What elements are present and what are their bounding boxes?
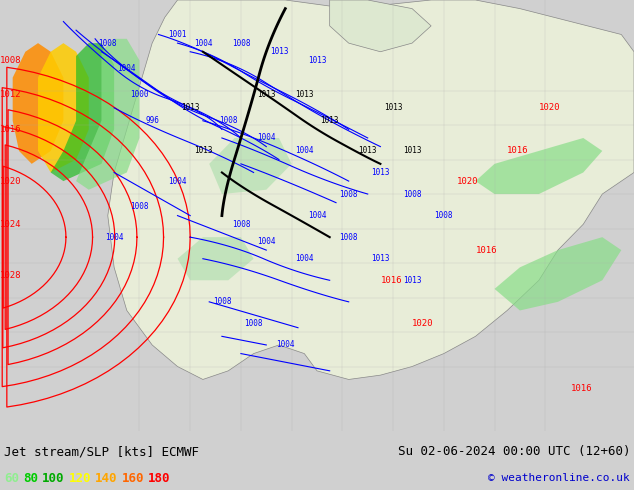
Text: 1004: 1004 <box>257 133 276 143</box>
Text: 1008: 1008 <box>244 319 263 328</box>
Text: 1024: 1024 <box>0 220 22 229</box>
Text: 1008: 1008 <box>0 56 22 65</box>
Text: 1004: 1004 <box>295 147 314 155</box>
Polygon shape <box>108 0 634 379</box>
Text: 1001: 1001 <box>168 30 187 39</box>
Text: 1013: 1013 <box>384 103 403 112</box>
Text: 1008: 1008 <box>212 297 231 306</box>
Text: 1004: 1004 <box>295 254 314 263</box>
Text: 1016: 1016 <box>380 276 402 285</box>
Text: 1013: 1013 <box>193 147 212 155</box>
Text: 1004: 1004 <box>307 211 327 220</box>
Text: 1020: 1020 <box>412 319 434 328</box>
Text: 1008: 1008 <box>403 190 422 198</box>
Text: 1013: 1013 <box>403 147 422 155</box>
Text: 1008: 1008 <box>219 116 238 125</box>
Text: 1008: 1008 <box>231 220 250 229</box>
Polygon shape <box>76 39 139 190</box>
Text: 80: 80 <box>23 471 38 485</box>
Text: 1004: 1004 <box>276 341 295 349</box>
Text: 1004: 1004 <box>193 39 212 48</box>
Text: 1004: 1004 <box>117 65 136 74</box>
Text: 1013: 1013 <box>307 56 327 65</box>
Text: 180: 180 <box>148 471 171 485</box>
Polygon shape <box>495 237 621 311</box>
Text: 1008: 1008 <box>339 233 358 242</box>
Text: 1004: 1004 <box>257 237 276 246</box>
Text: Su 02-06-2024 00:00 UTC (12+60): Su 02-06-2024 00:00 UTC (12+60) <box>398 445 630 458</box>
Text: 120: 120 <box>68 471 91 485</box>
Text: 1012: 1012 <box>0 90 22 99</box>
Text: 1016: 1016 <box>507 147 529 155</box>
Text: 1020: 1020 <box>0 176 22 186</box>
Text: 1016: 1016 <box>0 125 22 134</box>
Text: 1013: 1013 <box>269 47 288 56</box>
Text: 1013: 1013 <box>403 276 422 285</box>
Text: 1013: 1013 <box>371 254 390 263</box>
Text: 1020: 1020 <box>539 103 560 112</box>
Text: Jet stream/SLP [kts] ECMWF: Jet stream/SLP [kts] ECMWF <box>4 445 199 458</box>
Text: 100: 100 <box>42 471 65 485</box>
Text: 1028: 1028 <box>0 271 22 280</box>
Polygon shape <box>13 43 63 164</box>
Polygon shape <box>209 138 292 194</box>
Text: 1016: 1016 <box>476 245 497 255</box>
Polygon shape <box>330 0 431 52</box>
Text: 1013: 1013 <box>358 147 377 155</box>
Text: © weatheronline.co.uk: © weatheronline.co.uk <box>488 473 630 483</box>
Text: 1008: 1008 <box>98 39 117 48</box>
Text: 1013: 1013 <box>181 103 200 112</box>
Text: 1008: 1008 <box>339 190 358 198</box>
Text: 996: 996 <box>145 116 159 125</box>
Text: 1008: 1008 <box>434 211 453 220</box>
Polygon shape <box>38 43 89 172</box>
Polygon shape <box>51 43 114 181</box>
Text: 160: 160 <box>122 471 144 485</box>
Text: 1020: 1020 <box>456 176 478 186</box>
Text: 1008: 1008 <box>130 202 149 212</box>
Text: 1000: 1000 <box>130 90 149 99</box>
Text: 140: 140 <box>95 471 117 485</box>
Text: 1008: 1008 <box>231 39 250 48</box>
Text: 1004: 1004 <box>168 176 187 186</box>
Text: 1004: 1004 <box>105 233 124 242</box>
Text: 1013: 1013 <box>257 90 276 99</box>
Polygon shape <box>178 237 254 280</box>
Text: 60: 60 <box>4 471 19 485</box>
Text: 1013: 1013 <box>320 116 339 125</box>
Text: 1016: 1016 <box>571 384 592 392</box>
Text: 1013: 1013 <box>371 168 390 177</box>
Polygon shape <box>476 138 602 194</box>
Text: 1013: 1013 <box>295 90 314 99</box>
